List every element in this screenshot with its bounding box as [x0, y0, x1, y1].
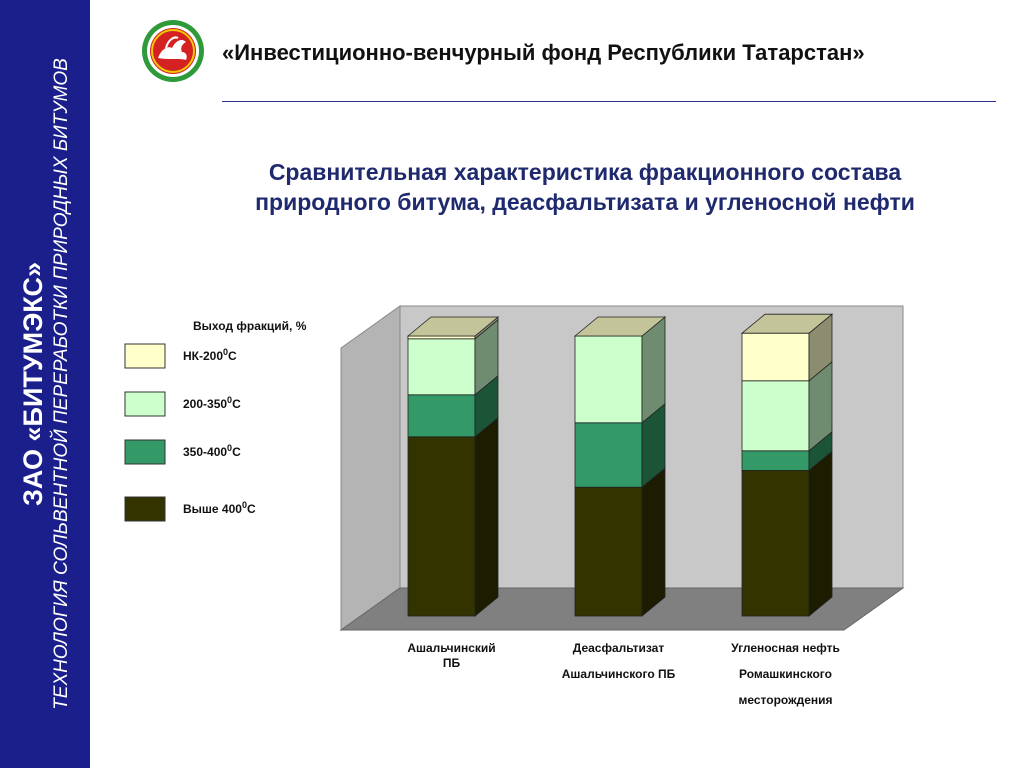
- bar-segment-1-4: [407, 335, 476, 340]
- category-label-line: Ромашкинского: [739, 667, 832, 681]
- bar-side-2-1: [641, 467, 666, 617]
- tatarstan-emblem-logo: [142, 20, 204, 82]
- category-labels: Ашальчинский ПБ Деасфальтизат Ашальчинского…: [407, 641, 840, 707]
- legend-label-4: Выше 4000С: [183, 500, 256, 516]
- bar-side-3-1: [808, 450, 833, 617]
- category-label-line: месторождения: [738, 693, 832, 707]
- category-label-line: Ашальчинский: [407, 641, 495, 655]
- category-label-line: Угленосная нефть: [731, 641, 840, 655]
- chart-bars: [406, 313, 834, 617]
- bar-segment-3-1: [741, 469, 810, 617]
- bar-segment-1-1: [407, 436, 476, 617]
- chart-side-wall: [340, 305, 401, 631]
- bar-segment-3-2: [741, 450, 810, 471]
- slide-title: Сравнительная характеристика фракционног…: [160, 157, 1010, 217]
- header-title: «Инвестиционно-венчурный фонд Республики…: [222, 40, 865, 65]
- category-label-3: Угленосная нефть Ромашкинского месторожден…: [731, 641, 840, 707]
- category-label-1: Ашальчинский ПБ: [407, 641, 495, 670]
- bar-segment-2-1: [574, 486, 643, 617]
- slide-title-line-2: природного битума, деасфальтизата и угле…: [255, 189, 915, 215]
- bar-top-2: [573, 316, 667, 337]
- y-axis-label: Выход фракций, %: [193, 319, 307, 333]
- sidebar: ЗАО «БИТУМЭКС» ТЕХНОЛОГИЯ СОЛЬВЕНТНОЙ ПЕ…: [0, 0, 90, 768]
- legend-swatch-4: [124, 496, 166, 522]
- bar-segment-3-3: [741, 380, 810, 452]
- chart-legend: Выход фракций, % НК-2000С 200-3500С 350-40…: [124, 319, 307, 522]
- bar-segment-1-3: [407, 338, 476, 396]
- bar-segment-3-4: [741, 332, 810, 382]
- bar-side-1-1: [474, 416, 499, 617]
- legend-swatch-1: [124, 343, 166, 369]
- legend-label-1: НК-2000С: [183, 347, 237, 363]
- slide-title-line-1: Сравнительная характеристика фракционног…: [268, 159, 902, 185]
- header-divider: [222, 101, 996, 102]
- bar-segment-1-2: [407, 394, 476, 438]
- legend-label-2: 200-3500С: [183, 395, 241, 411]
- category-label-2: Деасфальтизат Ашальчинского ПБ: [562, 641, 676, 681]
- category-label-line: Ашальчинского ПБ: [562, 667, 676, 681]
- bar-top-1: [406, 316, 500, 337]
- legend-label-3: 350-4000С: [183, 443, 241, 459]
- bar-segment-2-3: [574, 335, 643, 424]
- legend-swatch-2: [124, 391, 166, 417]
- legend-swatch-3: [124, 439, 166, 465]
- category-label-line: ПБ: [443, 656, 461, 670]
- bar-segment-2-2: [574, 422, 643, 488]
- bar-top-3: [740, 313, 834, 334]
- category-label-line: Деасфальтизат: [573, 641, 665, 655]
